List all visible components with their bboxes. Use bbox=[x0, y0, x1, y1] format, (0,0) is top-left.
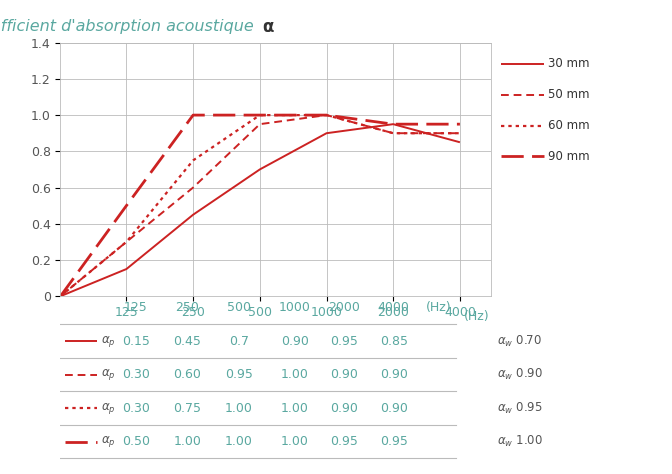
Text: $\alpha_p$: $\alpha_p$ bbox=[101, 434, 116, 449]
Text: Coefficient d'absorption acoustique: Coefficient d'absorption acoustique bbox=[0, 18, 259, 34]
Text: 0.7: 0.7 bbox=[229, 335, 249, 348]
Text: 0.30: 0.30 bbox=[122, 402, 150, 415]
Text: 30 mm: 30 mm bbox=[548, 57, 589, 71]
Text: $\alpha_w$ 1.00: $\alpha_w$ 1.00 bbox=[497, 434, 543, 449]
Text: 1.00: 1.00 bbox=[173, 435, 202, 448]
Text: 0.45: 0.45 bbox=[173, 335, 202, 348]
Text: 0.75: 0.75 bbox=[173, 402, 202, 415]
Text: 0.60: 0.60 bbox=[173, 368, 202, 381]
Text: (Hz): (Hz) bbox=[464, 310, 490, 323]
Text: $\alpha_w$ 0.90: $\alpha_w$ 0.90 bbox=[497, 367, 543, 382]
Text: 0.95: 0.95 bbox=[380, 435, 408, 448]
Text: 1.00: 1.00 bbox=[281, 368, 309, 381]
Text: 2000: 2000 bbox=[329, 301, 360, 314]
Text: 90 mm: 90 mm bbox=[548, 150, 589, 163]
Text: 1.00: 1.00 bbox=[225, 435, 253, 448]
Text: 0.15: 0.15 bbox=[122, 335, 150, 348]
Text: 0.90: 0.90 bbox=[331, 368, 358, 381]
Text: $\alpha_w$ 0.70: $\alpha_w$ 0.70 bbox=[497, 334, 542, 349]
Text: 0.95: 0.95 bbox=[331, 435, 358, 448]
Text: 500: 500 bbox=[227, 301, 251, 314]
Text: $\alpha_p$: $\alpha_p$ bbox=[101, 401, 116, 416]
Text: 1.00: 1.00 bbox=[225, 402, 253, 415]
Text: 125: 125 bbox=[124, 301, 148, 314]
Text: α: α bbox=[262, 18, 274, 36]
Text: 0.30: 0.30 bbox=[122, 368, 150, 381]
Text: 0.90: 0.90 bbox=[380, 368, 408, 381]
Text: 50 mm: 50 mm bbox=[548, 88, 589, 101]
Text: 1.00: 1.00 bbox=[281, 402, 309, 415]
Text: 0.85: 0.85 bbox=[380, 335, 408, 348]
Text: 250: 250 bbox=[175, 301, 200, 314]
Text: 1000: 1000 bbox=[279, 301, 311, 314]
Text: 0.90: 0.90 bbox=[331, 402, 358, 415]
Text: 0.90: 0.90 bbox=[380, 402, 408, 415]
Text: 4000: 4000 bbox=[378, 301, 410, 314]
Text: 0.50: 0.50 bbox=[122, 435, 150, 448]
Text: 0.95: 0.95 bbox=[331, 335, 358, 348]
Text: 0.95: 0.95 bbox=[225, 368, 253, 381]
Text: 60 mm: 60 mm bbox=[548, 119, 589, 132]
Text: 0.90: 0.90 bbox=[281, 335, 309, 348]
Text: $\alpha_p$: $\alpha_p$ bbox=[101, 367, 116, 382]
Text: $\alpha_p$: $\alpha_p$ bbox=[101, 334, 116, 349]
Text: $\alpha_w$ 0.95: $\alpha_w$ 0.95 bbox=[497, 401, 543, 416]
Text: (Hz): (Hz) bbox=[426, 301, 452, 314]
Text: 1.00: 1.00 bbox=[281, 435, 309, 448]
